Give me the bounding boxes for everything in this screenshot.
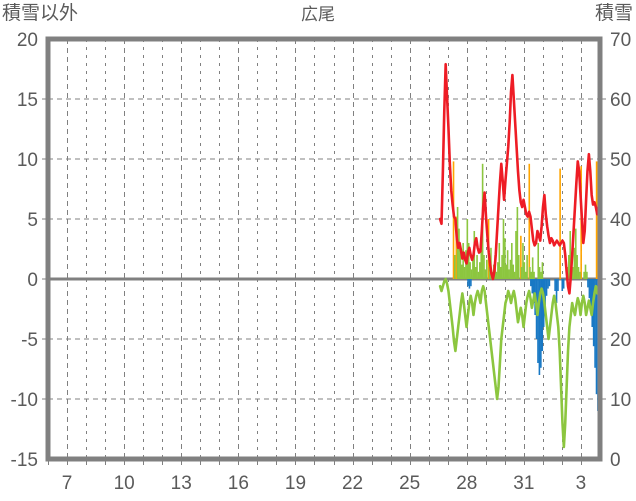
y-axis-tick-label: -15: [11, 450, 38, 471]
x-axis-tick-label: 13: [171, 473, 192, 494]
page-title: 広尾: [301, 5, 335, 24]
y2-axis-tick-label: 10: [610, 390, 631, 411]
y-axis-tick-label: 0: [27, 270, 38, 291]
y2-axis-tick-label: 50: [610, 150, 631, 171]
y-axis-tick-label: 20: [17, 30, 38, 51]
right-axis-title: 積雪: [594, 3, 633, 24]
left-axis-title: 積雪以外: [2, 3, 79, 24]
x-axis-tick-label: 7: [62, 473, 73, 494]
x-axis-tick-label: 19: [285, 473, 306, 494]
y2-axis-tick-label: 60: [610, 90, 631, 111]
x-axis-tick-label: 3: [576, 473, 587, 494]
axis-frame: [42, 36, 606, 465]
y2-axis-tick-label: 0: [610, 450, 621, 471]
y2-axis-tick-label: 70: [610, 30, 631, 51]
y-axis-tick-label: -5: [21, 330, 38, 351]
x-axis-tick-label: 22: [342, 473, 363, 494]
x-axis-tick-label: 25: [399, 473, 420, 494]
x-axis-tick-label: 31: [513, 473, 534, 494]
y2-axis-tick-label: 20: [610, 330, 631, 351]
x-axis-tick-label: 28: [456, 473, 477, 494]
y2-axis-tick-label: 40: [610, 210, 631, 231]
y-axis-tick-label: 5: [27, 210, 38, 231]
y-axis-tick-label: 10: [17, 150, 38, 171]
y-axis-tick-label: -10: [11, 390, 38, 411]
y-axis-tick-label: 15: [17, 90, 38, 111]
line-series: [438, 62, 602, 449]
y2-axis-tick-label: 30: [610, 270, 631, 291]
x-axis-tick-label: 16: [228, 473, 249, 494]
x-axis-tick-label: 10: [114, 473, 135, 494]
